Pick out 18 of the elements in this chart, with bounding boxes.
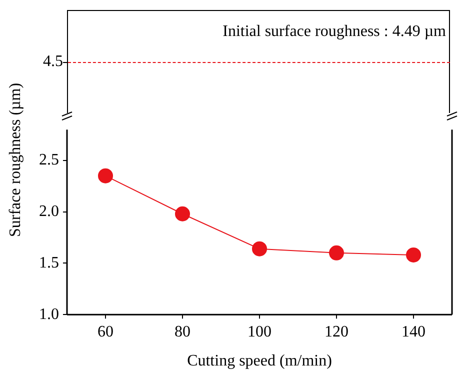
- y-tick-label: 1.0: [39, 306, 59, 323]
- x-tick-label: 140: [402, 323, 426, 340]
- x-axis-title: Cutting speed (m/min): [187, 352, 332, 370]
- y-tick-label: 2.0: [39, 203, 59, 220]
- point: [329, 245, 344, 260]
- point: [175, 206, 190, 222]
- x-tick-label: 120: [324, 323, 348, 340]
- y-tick-label: 2.5: [39, 152, 59, 169]
- x-tick-label: 60: [98, 323, 114, 340]
- x-tick-label: 100: [248, 323, 272, 340]
- point: [98, 168, 113, 184]
- x-tick-label: 80: [174, 323, 190, 340]
- y-axis-title: Surface roughness (µm): [7, 82, 25, 238]
- point: [252, 241, 267, 256]
- y-tick-label: 1.5: [39, 254, 59, 272]
- point: [406, 247, 421, 262]
- text: Initial surface roughness : 4.49 µm: [222, 22, 446, 42]
- text: 4.5: [43, 52, 63, 72]
